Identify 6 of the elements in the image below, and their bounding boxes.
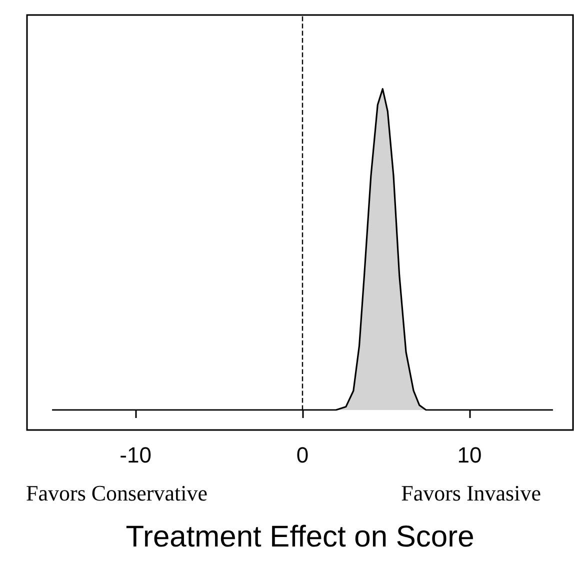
x-axis-title: Treatment Effect on Score xyxy=(126,520,474,554)
x-tick-label: -10 xyxy=(120,442,152,468)
text: Favors Conservative xyxy=(26,480,208,506)
text: Favors Invasive xyxy=(401,480,541,506)
x-tick-label: 0 xyxy=(296,442,309,468)
x-tick-label: 10 xyxy=(457,442,482,468)
